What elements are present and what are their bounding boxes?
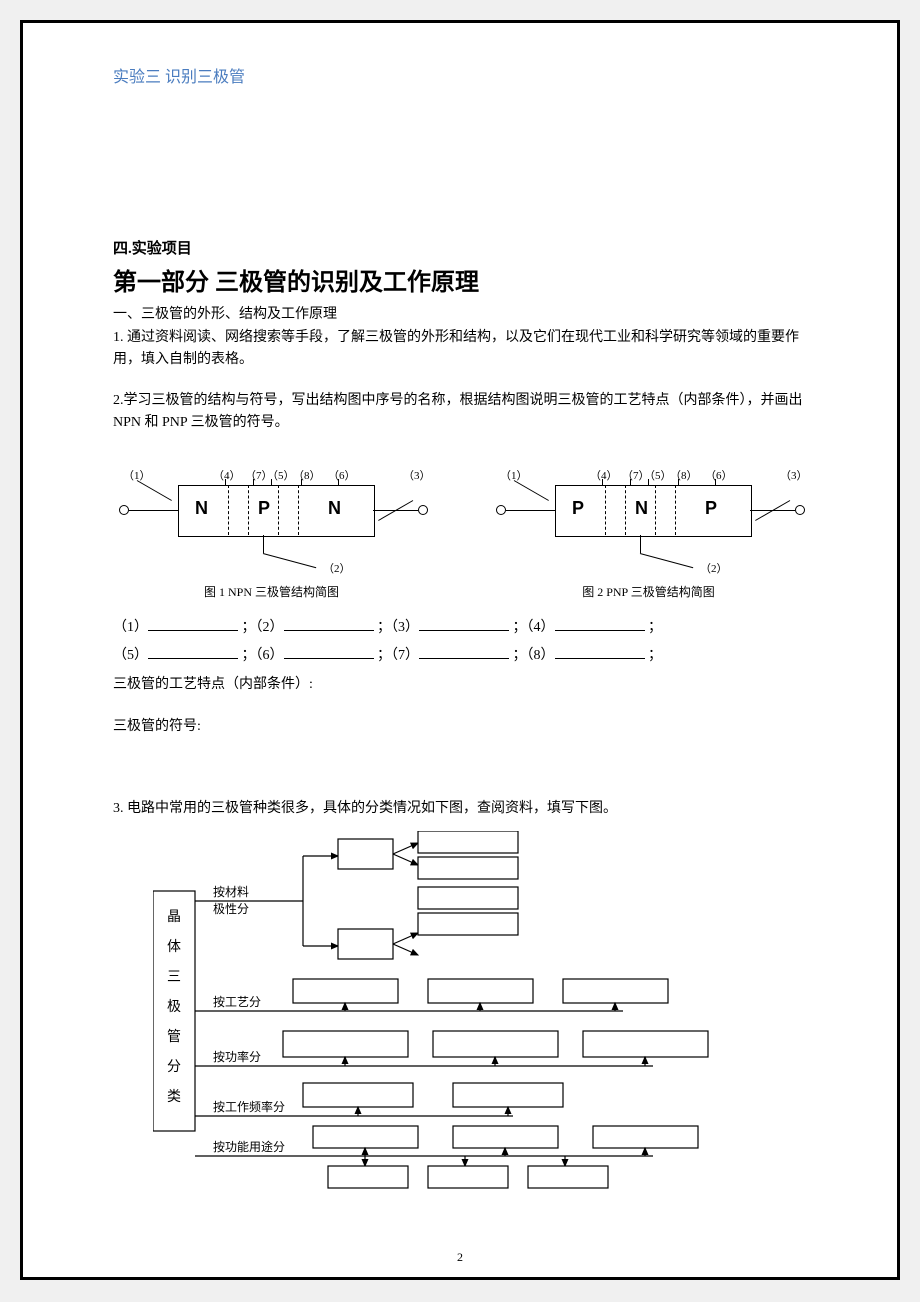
junction-dashed [625, 485, 626, 535]
label-6: （6） [328, 467, 356, 483]
label-3: （3） [780, 467, 808, 483]
blank-underline [419, 658, 509, 659]
branch-label: 按功率分 [213, 1049, 261, 1064]
label-8: （8） [293, 467, 321, 483]
blank-underline [555, 630, 645, 631]
blank-label: ；（3） [377, 620, 419, 635]
label-4: （4） [590, 467, 618, 483]
symbol-line: 三极管的符号: [113, 716, 807, 738]
region-label-mid: N [635, 498, 648, 519]
junction-dashed [655, 485, 656, 535]
root-text: 极 [167, 999, 181, 1015]
pnp-caption: 图 2 PNP 三极管结构简图 [490, 583, 807, 600]
part-title: 第一部分 三极管的识别及工作原理 [113, 262, 807, 297]
blank-underline [148, 630, 238, 631]
branch-label: 按工艺分 [213, 995, 261, 1009]
tree-svg: 晶 体 三 极 管 分 类 按材料 极性分 [153, 831, 793, 1191]
blank-label: （1） [113, 620, 148, 635]
blank-underline [419, 630, 509, 631]
lead-line [129, 510, 178, 511]
root-text: 管 [167, 1029, 181, 1045]
blank-label: （5） [113, 648, 148, 663]
region-label-mid: P [258, 498, 270, 519]
terminal-circle [418, 505, 428, 515]
classification-tree: 晶 体 三 极 管 分 类 按材料 极性分 [153, 831, 807, 1191]
npn-diagram: （1） （4） （7）（5） （8） （6） （3） [113, 445, 430, 575]
label-4: （4） [213, 467, 241, 483]
section-number: 四.实验项目 [113, 237, 807, 258]
lead-line [750, 510, 795, 511]
branch-label: 按工作频率分 [213, 1099, 285, 1114]
blank-underline [555, 658, 645, 659]
junction-dashed [228, 485, 229, 535]
region-label-right: P [705, 498, 717, 519]
label-8: （8） [670, 467, 698, 483]
tech-feature-line: 三极管的工艺特点（内部条件）: [113, 674, 807, 696]
junction-dashed [675, 485, 676, 535]
npn-caption: 图 1 NPN 三极管结构简图 [113, 583, 430, 600]
subsection-heading: 一、三极管的外形、结构及工作原理 [113, 303, 807, 323]
region-label-right: N [328, 498, 341, 519]
blank-label: ；（2） [242, 620, 284, 635]
lead-line [263, 553, 316, 568]
doc-header-title: 实验三 识别三极管 [113, 63, 807, 87]
root-text: 类 [167, 1089, 181, 1105]
transistor-diagrams: （1） （4） （7）（5） （8） （6） （3） [113, 445, 807, 575]
terminal-circle [119, 505, 129, 515]
page-number: 2 [457, 1250, 463, 1265]
blank-label: ；（8） [513, 648, 555, 663]
blank-label: ；（4） [513, 620, 555, 635]
blank-underline [284, 658, 374, 659]
lead-line [263, 535, 264, 553]
label-3: （3） [403, 467, 431, 483]
lead-line [373, 510, 418, 511]
root-text: 晶 [167, 910, 181, 925]
blank-label: ； [648, 648, 662, 663]
diagram-captions: 图 1 NPN 三极管结构简图 图 2 PNP 三极管结构简图 [113, 581, 807, 600]
junction-dashed [298, 485, 299, 535]
region-label-left: N [195, 498, 208, 519]
label-6: （6） [705, 467, 733, 483]
transistor-body [555, 485, 752, 537]
lead-line [506, 510, 555, 511]
branch-label: 按功能用途分 [213, 1139, 285, 1154]
branch-label: 按材料 [213, 885, 249, 899]
terminal-circle [795, 505, 805, 515]
paragraph-2: 2.学习三极管的结构与符号，写出结构图中序号的名称，根据结构图说明三极管的工艺特… [113, 390, 807, 435]
paragraph-1: 1. 通过资料阅读、网络搜索等手段，了解三极管的外形和结构，以及它们在现代工业和… [113, 327, 807, 372]
blank-underline [284, 630, 374, 631]
label-2: （2） [700, 560, 728, 576]
blank-label: ； [648, 620, 662, 635]
root-text: 三 [167, 970, 181, 985]
paragraph-3: 3. 电路中常用的三极管种类很多，具体的分类情况如下图，查阅资料，填写下图。 [113, 798, 807, 820]
pointer-line [514, 480, 549, 501]
blank-label: ；（6） [242, 648, 284, 663]
blank-underline [148, 658, 238, 659]
root-text: 分 [167, 1059, 181, 1075]
blank-label: ；（7） [377, 648, 419, 663]
pointer-line [137, 480, 172, 501]
terminal-circle [496, 505, 506, 515]
lead-line [640, 535, 641, 553]
pnp-diagram: （1） （4） （7）（5） （8） （6） （3） [490, 445, 807, 575]
root-text: 体 [167, 939, 181, 955]
region-label-left: P [572, 498, 584, 519]
branch-label: 极性分 [213, 902, 249, 916]
fill-blanks: （1） ；（2） ；（3） ；（4） ； （5） ；（6） ；（7） ；（8） … [113, 614, 807, 670]
junction-dashed [248, 485, 249, 535]
lead-line [640, 553, 693, 568]
junction-dashed [278, 485, 279, 535]
junction-dashed [605, 485, 606, 535]
label-2: （2） [323, 560, 351, 576]
page: 实验三 识别三极管 四.实验项目 第一部分 三极管的识别及工作原理 一、三极管的… [20, 20, 900, 1280]
